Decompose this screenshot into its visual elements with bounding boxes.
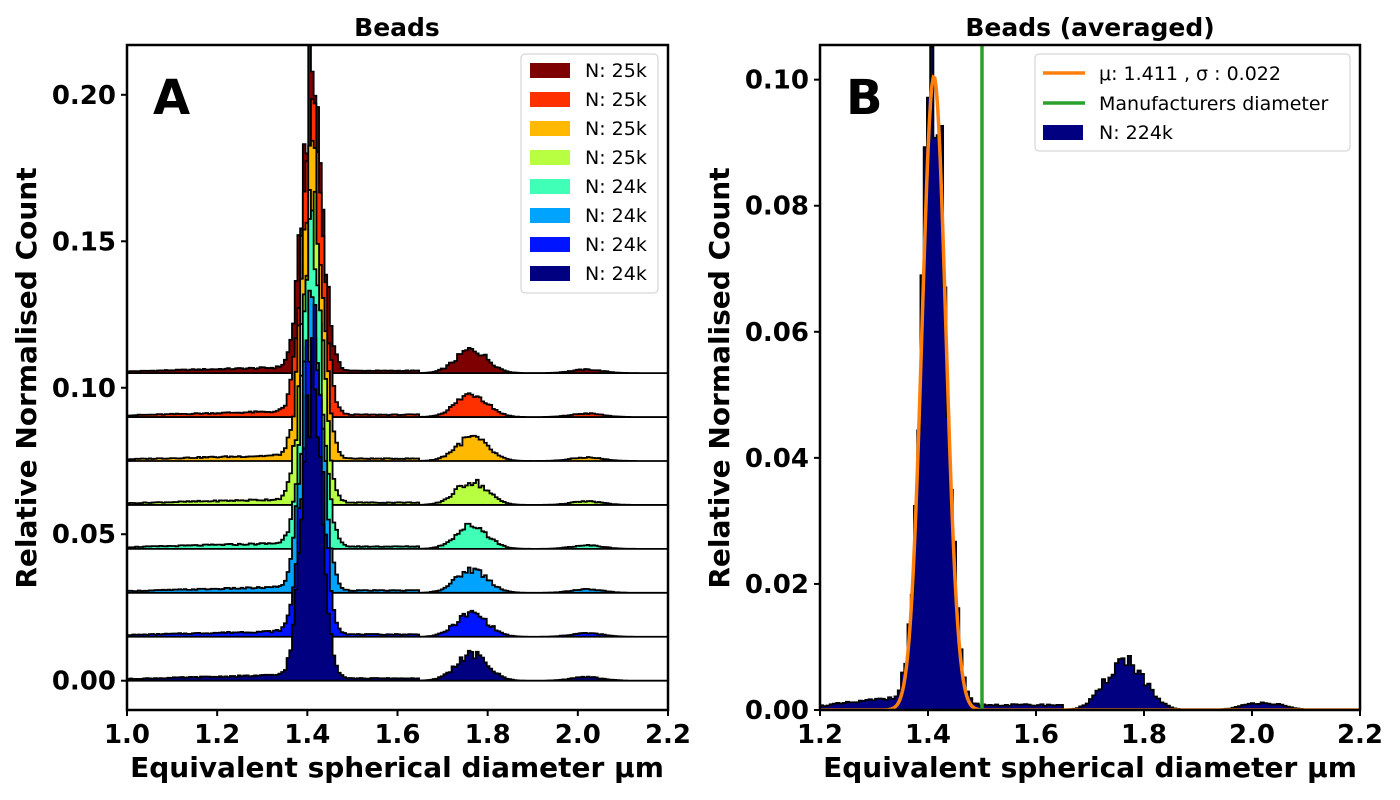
panel-b: Beads (averaged) 1.2 1.4 1.6 1.8 2.0 2.2 0.00 0…	[703, 13, 1383, 784]
histogram-series-4	[127, 189, 668, 506]
histogram-series-2	[127, 98, 668, 418]
y-tick-label: 0.00	[745, 696, 809, 726]
y-tick-label: 0.00	[52, 667, 116, 697]
y-tick-label: 0.10	[745, 66, 809, 96]
legend-swatch	[530, 150, 570, 165]
legend-frame	[520, 53, 659, 294]
panel-b-ylabel: Relative Normalised Count	[703, 167, 736, 588]
panel-a-ticks: 1.0 1.2 1.4 1.6 1.8 2.0 2.2 0.00 0.05 0.10 0.15 0.2…	[52, 81, 691, 750]
histogram-series-6	[127, 289, 668, 594]
histogram-series-8	[127, 337, 668, 682]
legend-label: N: 24k	[585, 176, 647, 198]
histogram-series-7	[127, 304, 668, 638]
y-tick-label: 0.06	[745, 318, 809, 348]
panel-b-title: Beads (averaged)	[965, 13, 1214, 42]
panel-a-legend: N: 25k N: 25k N: 25k N: 25k N: 24k N: 24k N: 2…	[520, 53, 659, 294]
legend-swatch	[530, 92, 570, 107]
legend-hist-swatch	[1043, 125, 1083, 140]
y-tick-label: 0.10	[52, 374, 116, 404]
x-tick-label: 1.6	[374, 720, 420, 750]
legend-frame	[1034, 53, 1351, 152]
y-tick-label: 0.15	[52, 227, 116, 257]
panel-a-xlabel: Equivalent spherical diameter µm	[130, 751, 664, 784]
histogram-series-5	[127, 209, 668, 550]
x-tick-label: 1.8	[465, 720, 511, 750]
x-tick-label: 1.2	[797, 720, 843, 750]
x-tick-label: 1.6	[1013, 720, 1059, 750]
panel-b-plot-area	[820, 45, 1360, 710]
legend-label: N: 25k	[585, 147, 647, 169]
legend-label: N: 24k	[585, 234, 647, 256]
gaussian-fit-curve	[820, 74, 1360, 710]
panel-a-title: Beads	[354, 13, 440, 42]
legend-label: N: 24k	[585, 205, 647, 227]
x-tick-label: 2.0	[1229, 720, 1275, 750]
histogram-series-1	[127, 45, 668, 375]
x-tick-label: 2.2	[645, 720, 691, 750]
legend-swatch	[530, 208, 570, 223]
x-tick-label: 2.0	[555, 720, 601, 750]
legend-swatch	[530, 121, 570, 136]
x-tick-label: 1.8	[1121, 720, 1167, 750]
x-tick-label: 1.0	[104, 720, 150, 750]
legend-label: N: 25k	[585, 89, 647, 111]
panel-b-frame	[818, 43, 1362, 712]
legend-swatch	[530, 63, 570, 78]
legend-fit-label: μ: 1.411 , σ : 0.022	[1099, 63, 1281, 85]
legend-swatch	[530, 266, 570, 281]
panel-b-letter: B	[846, 70, 883, 126]
histogram-series-3	[127, 139, 668, 462]
panel-a: Beads 1.0 1.2 1.4 1.6 1.8 2.0 2.2 0.00 0.05 0.10 0…	[10, 13, 691, 784]
x-tick-label: 1.2	[194, 720, 240, 750]
legend-label: N: 24k	[585, 263, 647, 285]
panel-b-legend: μ: 1.411 , σ : 0.022 Manufacturers diamet…	[1034, 53, 1351, 152]
x-tick-label: 2.2	[1337, 720, 1383, 750]
legend-label: N: 25k	[585, 60, 647, 82]
legend-hist-label: N: 224k	[1099, 122, 1173, 144]
legend-label: N: 25k	[585, 118, 647, 140]
panel-b-xlabel: Equivalent spherical diameter µm	[823, 751, 1357, 784]
y-tick-label: 0.20	[52, 81, 116, 111]
panel-b-ticks: 1.2 1.4 1.6 1.8 2.0 2.2 0.00 0.02 0.04 0.06 0.08 0.…	[745, 66, 1383, 750]
legend-swatch	[530, 179, 570, 194]
panel-a-plot-area	[127, 45, 668, 682]
y-tick-label: 0.02	[745, 570, 809, 600]
x-tick-label: 1.4	[284, 720, 330, 750]
panel-a-letter: A	[153, 70, 190, 126]
legend-vline-label: Manufacturers diameter	[1099, 93, 1329, 115]
y-tick-label: 0.04	[745, 444, 809, 474]
legend-swatch	[530, 237, 570, 252]
y-tick-label: 0.05	[52, 520, 116, 550]
y-tick-label: 0.08	[745, 192, 809, 222]
panel-a-ylabel: Relative Normalised Count	[10, 167, 43, 588]
x-tick-label: 1.4	[905, 720, 951, 750]
